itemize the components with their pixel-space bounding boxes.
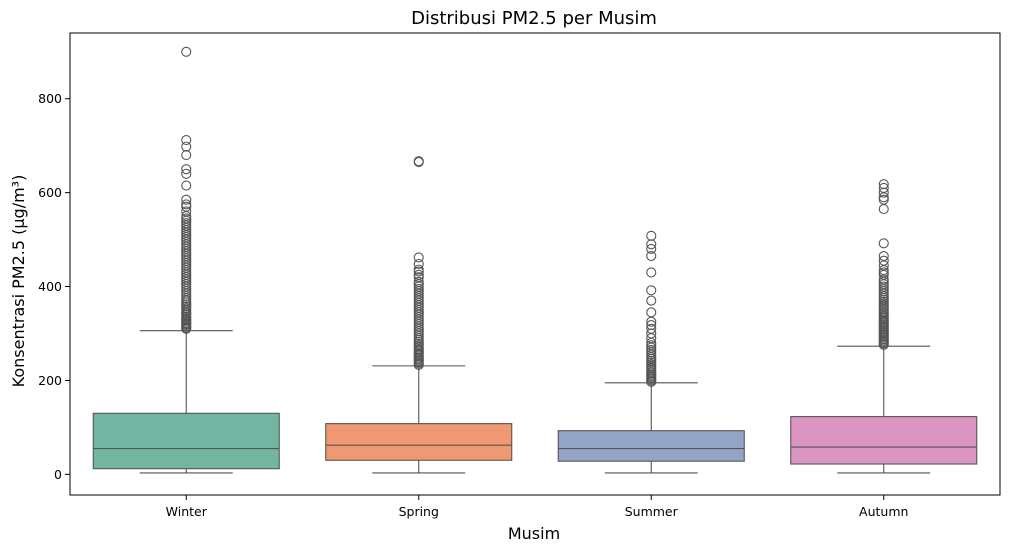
- x-axis-title: Musim: [508, 524, 560, 543]
- outlier-point: [181, 141, 192, 152]
- outlier-point: [646, 307, 657, 318]
- y-tick-label: 600: [38, 185, 62, 200]
- outlier-point: [646, 340, 657, 351]
- outlier-point: [646, 243, 657, 255]
- outlier-point: [181, 213, 192, 224]
- outlier-point: [413, 276, 424, 287]
- y-tick-label: 400: [38, 279, 62, 294]
- y-tick-label: 0: [54, 467, 62, 482]
- outlier-point: [646, 285, 657, 296]
- box-group-autumn: [790, 179, 978, 474]
- outlier-point: [878, 250, 889, 262]
- x-tick-label: Summer: [625, 504, 679, 519]
- y-axis-title: Konsentrasi PM2.5 (μg/m³): [9, 175, 28, 388]
- outlier-point: [181, 201, 192, 212]
- chart-title: Distribusi PM2.5 per Musim: [411, 8, 657, 29]
- x-tick-label: Autumn: [859, 504, 908, 519]
- box-iqr: [790, 416, 978, 465]
- outlier-point: [413, 272, 424, 283]
- outlier-point: [646, 250, 657, 262]
- outlier-point: [878, 238, 889, 249]
- outlier-point: [181, 180, 192, 191]
- box-group-spring: [325, 156, 513, 474]
- outlier-point: [413, 156, 424, 167]
- outlier-point: [413, 269, 424, 280]
- box-iqr: [557, 430, 745, 462]
- outlier-point: [413, 258, 424, 270]
- outlier-point: [181, 150, 192, 161]
- outlier-point: [878, 204, 889, 215]
- outlier-point: [413, 264, 424, 275]
- outlier-point: [413, 283, 424, 294]
- outlier-point: [878, 194, 889, 205]
- plot-frame: [69, 32, 1001, 496]
- outlier-point: [646, 344, 657, 355]
- outlier-point: [646, 319, 657, 331]
- axes: 0 200 400 600 800 Winter Spring Summer Autumn: [38, 32, 1001, 519]
- outlier-point: [878, 281, 889, 292]
- outlier-point: [646, 267, 657, 278]
- outlier-point: [878, 255, 889, 266]
- outlier-point: [878, 182, 889, 193]
- outlier-point: [646, 230, 657, 241]
- y-tick-label: 800: [38, 91, 62, 106]
- plot-area: [92, 46, 978, 474]
- outlier-point: [181, 206, 192, 217]
- outlier-point: [181, 164, 192, 175]
- box-iqr: [325, 423, 513, 461]
- y-tick-label: 200: [38, 373, 62, 388]
- outlier-point: [181, 218, 192, 229]
- outlier-point: [413, 252, 424, 263]
- box-group-summer: [557, 230, 745, 474]
- box-iqr: [92, 412, 280, 470]
- outlier-point: [646, 323, 657, 334]
- outlier-point: [181, 194, 192, 205]
- outlier-point: [878, 267, 889, 278]
- outlier-point: [181, 168, 192, 179]
- x-tick-label: Spring: [399, 504, 439, 519]
- outlier-point: [181, 134, 192, 146]
- x-tick-label: Winter: [166, 504, 208, 519]
- outlier-point: [878, 179, 889, 190]
- outlier-point: [646, 295, 657, 306]
- outlier-point: [181, 199, 192, 210]
- outlier-point: [181, 46, 192, 57]
- box-group-winter: [92, 46, 280, 474]
